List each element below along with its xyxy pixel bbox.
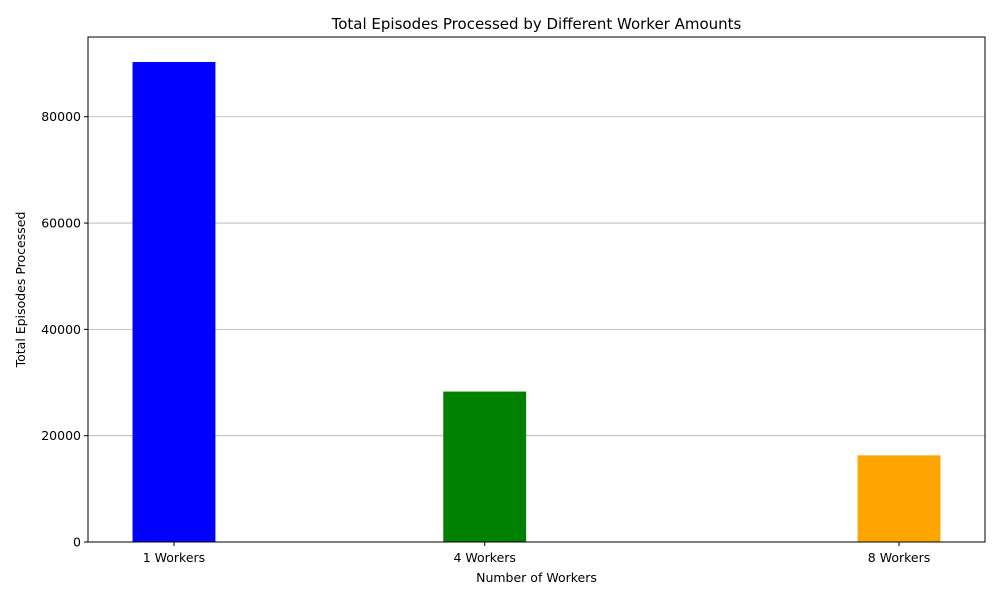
gridlines	[88, 116, 985, 437]
y-tick-label: 20000	[41, 428, 81, 443]
y-axis-label: Total Episodes Processed	[13, 212, 28, 369]
axes-frame	[87, 36, 986, 543]
x-tick-label: 4 Workers	[453, 550, 515, 565]
x-tick-label: 1 Workers	[143, 550, 205, 565]
bar	[443, 391, 527, 542]
y-tick-label: 0	[73, 535, 81, 550]
y-axis-ticks: 0 20000 40000 60000 80000	[41, 109, 88, 550]
x-axis-ticks: 1 Workers 4 Workers 8 Workers	[143, 542, 930, 565]
chart-title: Total Episodes Processed by Different Wo…	[331, 15, 742, 33]
y-tick-label: 80000	[41, 109, 81, 124]
bar	[132, 61, 216, 542]
bars	[132, 61, 941, 542]
bar	[857, 455, 941, 542]
y-tick-label: 60000	[41, 216, 81, 231]
y-tick-label: 40000	[41, 322, 81, 337]
x-axis-label: Number of Workers	[476, 570, 597, 585]
x-tick-label: 8 Workers	[868, 550, 930, 565]
